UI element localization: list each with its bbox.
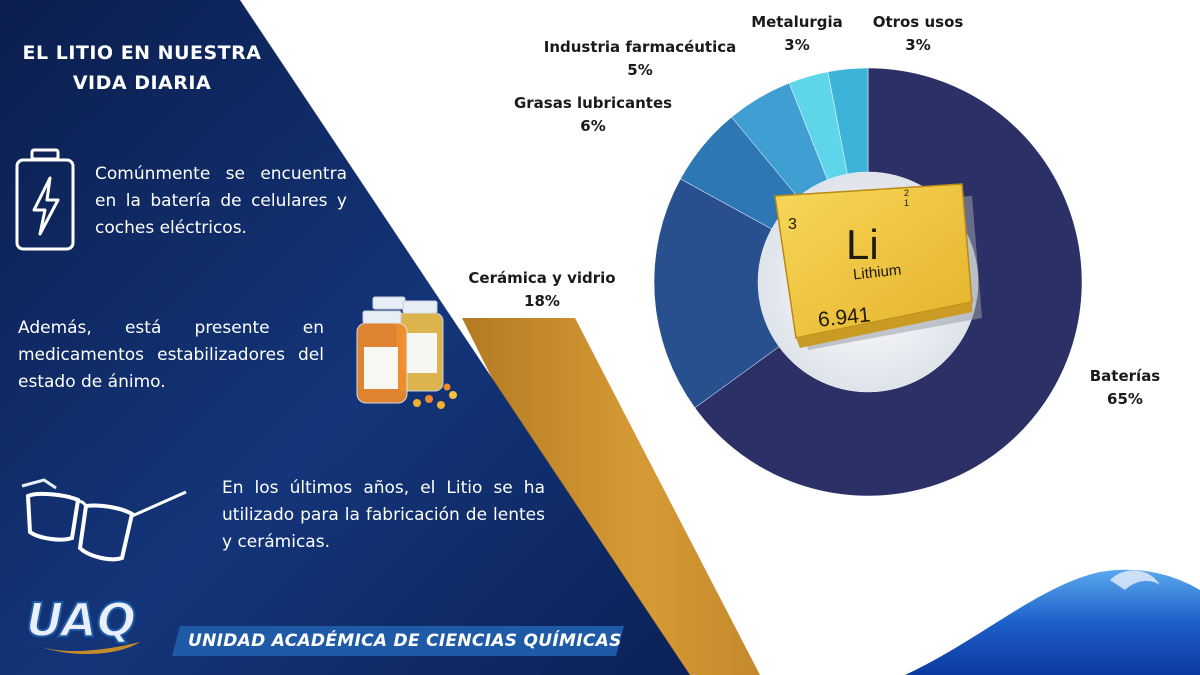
label-metalurgia: Metalurgia 3% — [742, 11, 852, 57]
label-baterias-name: Baterías — [1089, 367, 1161, 385]
label-otros-usos-name: Otros usos — [872, 13, 964, 31]
label-ceramica-value: 18% — [524, 292, 560, 310]
element-tile-edge — [796, 302, 972, 348]
footer-bar — [172, 626, 624, 656]
panel-item-glasses-text: En los últimos años, el Litio se ha util… — [222, 478, 545, 552]
label-otros-usos: Otros usos 3% — [862, 11, 974, 57]
label-metalurgia-name: Metalurgia — [751, 13, 843, 31]
label-industria-value: 5% — [627, 61, 653, 79]
label-grasas-value: 6% — [580, 117, 606, 135]
bottom-wave — [905, 569, 1200, 675]
tile-shell-config: 2 1 — [904, 188, 910, 208]
panel-item-medication-text: Además, está presente en medicamentos es… — [18, 318, 324, 392]
uaq-logo: UAQ — [25, 592, 140, 654]
label-ceramica-vidrio: Cerámica y vidrio 18% — [452, 267, 632, 313]
eyeglasses-icon — [21, 478, 187, 562]
panel-title: EL LITIO EN NUESTRA VIDA DIARIA — [18, 38, 266, 98]
panel-title-line1: EL LITIO EN NUESTRA — [22, 42, 262, 64]
footer-banner-text: UNIDAD ACADÉMICA DE CIENCIAS QUÍMICAS — [188, 631, 622, 651]
label-grasas-name: Grasas lubricantes — [513, 94, 673, 112]
label-baterias-value: 65% — [1107, 390, 1143, 408]
panel-item-battery-text: Comúnmente se encuentra en la batería de… — [95, 164, 347, 238]
uaq-logo-text: UAQ — [26, 593, 136, 647]
panel-title-line2: VIDA DIARIA — [72, 72, 212, 94]
label-industria-farmaceutica: Industria farmacéutica 5% — [528, 36, 752, 82]
label-ceramica-name: Cerámica y vidrio — [468, 269, 616, 287]
label-industria-name: Industria farmacéutica — [543, 38, 737, 56]
label-metalurgia-value: 3% — [784, 36, 810, 54]
left-panel — [0, 0, 690, 675]
label-otros-usos-value: 3% — [905, 36, 931, 54]
tile-symbol: Li — [846, 221, 879, 268]
gold-ribbon — [462, 318, 760, 675]
donut-chart — [653, 67, 1083, 497]
pill-bottles-icon — [356, 296, 457, 409]
battery-bolt-icon — [15, 148, 75, 251]
wave-crest-icon — [1110, 570, 1160, 590]
label-baterias: Baterías 65% — [1070, 365, 1180, 411]
tile-atomic-number: 3 — [788, 216, 797, 233]
label-grasas-lubricantes: Grasas lubricantes 6% — [500, 92, 686, 138]
